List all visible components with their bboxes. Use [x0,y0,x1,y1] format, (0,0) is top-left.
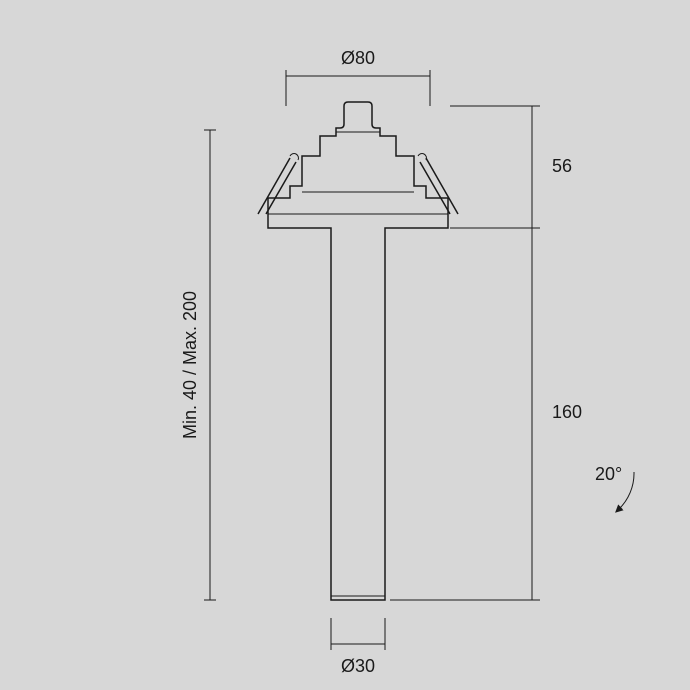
dim-bottom-diameter: Ø30 [331,618,385,676]
label-height-lower: 160 [552,402,582,422]
label-tilt-angle: 20° [595,464,622,484]
label-bottom-diameter: Ø30 [341,656,375,676]
spring-clip-left [258,154,298,214]
fixture-outline [258,102,458,600]
label-height-upper: 56 [552,156,572,176]
dim-left-height: Min. 40 / Max. 200 [180,130,216,600]
dim-top-diameter: Ø80 [286,48,430,106]
label-top-diameter: Ø80 [341,48,375,68]
diagram-svg: Ø80 Min. 40 / Max. 200 56 160 Ø30 20° [0,0,690,690]
dim-right: 56 160 [390,106,582,600]
spring-clip-right [418,154,458,214]
diagram-canvas: Ø80 Min. 40 / Max. 200 56 160 Ø30 20° [0,0,690,690]
label-left-height: Min. 40 / Max. 200 [180,291,200,439]
dim-tilt-angle: 20° [595,464,634,510]
